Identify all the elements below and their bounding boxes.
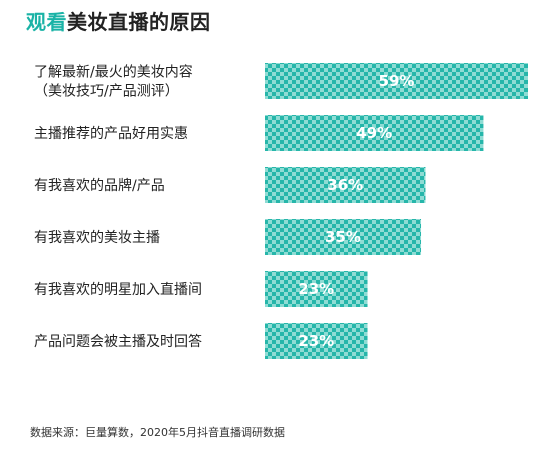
bar-value-label: 23% — [298, 332, 334, 350]
category-label: （美妆技巧/产品测评） — [34, 84, 179, 100]
bar — [265, 219, 422, 255]
category-label: 主播推荐的产品好用实惠 — [34, 126, 188, 142]
data-source-note: 数据来源：巨量算数，2020年5月抖音直播调研数据 — [30, 426, 285, 439]
bar-chart: 59% 了解最新/最火的美妆内容 （美妆技巧/产品测评） 49% 主播推荐的产品好用实惠… — [34, 63, 528, 359]
category-label: 有我喜欢的美妆主播 — [34, 230, 160, 246]
bar — [265, 271, 368, 307]
bar — [265, 115, 484, 151]
bar-value-label: 36% — [327, 176, 363, 194]
chart-title-rest: 美妆直播的原因 — [67, 10, 211, 34]
bar — [265, 167, 426, 203]
bars-layer: 59% 了解最新/最火的美妆内容 （美妆技巧/产品测评） 49% 主播推荐的产品好用实惠… — [34, 63, 528, 359]
category-label: 了解最新/最火的美妆内容 — [34, 64, 193, 81]
category-label: 产品问题会被主播及时回答 — [34, 333, 202, 350]
chart-title: 观看美妆直播的原因 — [26, 6, 211, 35]
bar — [265, 323, 368, 359]
bar — [265, 63, 528, 99]
category-label: 有我喜欢的品牌/产品 — [34, 177, 165, 194]
chart-title-accent: 观看 — [26, 10, 67, 34]
bar-value-label: 35% — [325, 228, 361, 246]
bar-value-label: 49% — [356, 124, 392, 142]
bar-value-label: 59% — [379, 72, 415, 90]
category-label: 有我喜欢的明星加入直播间 — [34, 281, 202, 298]
bar-value-label: 23% — [298, 280, 334, 298]
